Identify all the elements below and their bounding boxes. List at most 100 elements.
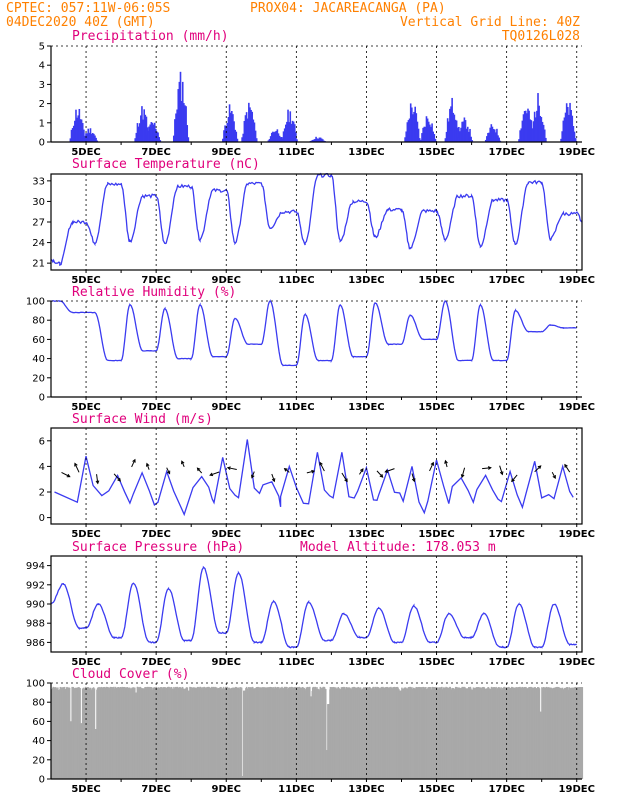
- wind-arrow-shaft: [131, 459, 136, 468]
- x-tick-label: 11DEC: [278, 784, 314, 795]
- precip-bar: [431, 123, 433, 142]
- precip-bar: [226, 122, 229, 142]
- precip-bar: [493, 129, 496, 142]
- wind-arrow: [429, 461, 435, 472]
- x-tick-label: 15DEC: [418, 784, 454, 795]
- x-tick-label: 9DEC: [212, 784, 241, 795]
- precip-bar: [267, 140, 270, 142]
- precip-bar: [153, 122, 156, 142]
- precip-bar: [322, 139, 324, 142]
- temperature-title: Surface Temperature (nC): [72, 157, 260, 172]
- wind-arrow: [534, 465, 542, 473]
- x-tick-label: 11DEC: [278, 657, 314, 668]
- panel-frame: [50, 173, 583, 271]
- precipitation-panel: Precipitation (mm/h) 0 1 2 3 4 5 5DEC 7DEC 9DEC 1…: [39, 29, 595, 158]
- precip-bar: [245, 112, 248, 142]
- precip-bar: [93, 133, 95, 142]
- x-tick-label: 7DEC: [141, 147, 170, 158]
- precip-bar: [222, 138, 224, 142]
- x-tick-label: 17DEC: [488, 402, 524, 413]
- precip-bar: [469, 128, 471, 142]
- plot-area: [50, 172, 583, 266]
- precip-bar: [570, 109, 572, 142]
- wind-arrow: [460, 467, 466, 479]
- precip-bar: [289, 111, 292, 142]
- header-date: 04DEC2020 40Z (GMT): [6, 15, 155, 30]
- x-tick-label: 15DEC: [418, 147, 454, 158]
- precip-bar: [181, 81, 184, 142]
- wind-arrow-shaft: [385, 468, 395, 473]
- precip-bar: [456, 139, 459, 142]
- precip-bar: [275, 130, 278, 142]
- precip-bar: [465, 128, 468, 142]
- cloud-cover-title: Cloud Cover (%): [72, 667, 189, 682]
- precip-bar: [561, 131, 563, 142]
- y-tick-label: 100: [26, 679, 45, 690]
- wind-arrow-shaft: [319, 462, 325, 472]
- wind-arrow: [131, 458, 136, 468]
- wind-arrow-shaft: [166, 467, 171, 474]
- precip-bar: [142, 119, 144, 142]
- precip-bar: [253, 122, 256, 142]
- precip-bar: [134, 138, 137, 142]
- cloud-cover-panel: Cloud Cover (%) 0 20 40 60 80 100 5DEC 7DEC 9DEC…: [26, 667, 595, 795]
- wind-arrow: [196, 467, 203, 474]
- precip-bar: [74, 120, 76, 142]
- precip-bar: [141, 106, 143, 142]
- wind-arrow-head: [360, 468, 364, 473]
- x-tick-label: 5DEC: [71, 402, 100, 413]
- y-tick-label: 80: [32, 316, 45, 327]
- y-tick-label: 2: [39, 99, 45, 110]
- wind-arrow: [166, 467, 171, 475]
- temperature-line: [50, 172, 583, 266]
- wind-arrow-head: [283, 467, 288, 472]
- x-tick-label: 17DEC: [488, 784, 524, 795]
- x-tick-label: 13DEC: [348, 402, 384, 413]
- precip-bar: [432, 131, 435, 142]
- precip-bar: [286, 121, 288, 142]
- wind-arrow-shaft: [564, 464, 571, 473]
- y-tick-label: 0: [39, 775, 45, 786]
- precip-bar: [460, 127, 462, 142]
- wind-speed-line: [54, 439, 574, 517]
- wind-title: Surface Wind (m/s): [72, 412, 213, 427]
- precip-bar: [72, 125, 75, 142]
- precip-bar: [227, 117, 230, 142]
- precip-bar: [317, 138, 320, 142]
- x-tick-label: 15DEC: [418, 402, 454, 413]
- wind-arrow: [359, 468, 364, 475]
- header-station: PROX04: JACAREACANGA (PA): [250, 1, 446, 16]
- precip-bar: [414, 106, 416, 142]
- wind-arrow: [113, 473, 121, 482]
- precip-bar: [315, 136, 317, 142]
- x-tick-label: 19DEC: [559, 657, 595, 668]
- precip-bar: [250, 109, 252, 142]
- temperature-panel: Surface Temperature (nC) 21 24 27 30 33 5DEC 7…: [32, 157, 595, 286]
- wind-arrow: [411, 473, 416, 483]
- precip-bar: [453, 114, 456, 142]
- precip-bar: [489, 127, 491, 142]
- precip-bar: [491, 126, 494, 142]
- wind-arrow-shaft: [376, 470, 384, 478]
- wind-arrow-shaft: [113, 473, 121, 482]
- wind-panel: Surface Wind (m/s) 0 2 4 6 5DEC 7DEC 9DEC 11DEC…: [39, 412, 595, 540]
- x-tick-label: 5DEC: [71, 529, 100, 540]
- precip-bar: [429, 124, 431, 142]
- precip-bar: [284, 124, 287, 142]
- y-tick-label: 994: [26, 561, 45, 572]
- precip-bar: [539, 115, 542, 142]
- precip-bar: [560, 138, 562, 142]
- x-tick-label: 5DEC: [71, 784, 100, 795]
- precip-bar: [143, 109, 145, 142]
- x-tick-label: 13DEC: [348, 275, 384, 286]
- precip-bar: [293, 124, 296, 142]
- wind-arrow: [145, 462, 150, 470]
- wind-arrow: [444, 459, 448, 468]
- wind-arrow-shaft: [444, 460, 448, 468]
- precip-bar: [563, 117, 566, 142]
- wind-arrow-head: [537, 465, 542, 469]
- precip-bar: [269, 136, 272, 142]
- y-tick-label: 990: [26, 600, 45, 611]
- wind-arrow-head: [499, 471, 504, 476]
- wind-arrow-head: [74, 462, 78, 467]
